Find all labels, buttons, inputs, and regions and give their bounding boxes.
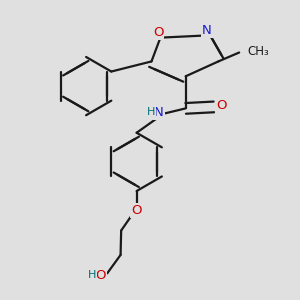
Text: H: H	[88, 270, 96, 280]
Text: N: N	[202, 24, 212, 37]
Text: H: H	[147, 107, 155, 117]
Text: O: O	[153, 26, 163, 39]
Text: O: O	[95, 268, 106, 282]
Text: O: O	[131, 204, 142, 217]
Text: CH₃: CH₃	[248, 44, 269, 58]
Text: N: N	[154, 106, 164, 119]
Text: O: O	[216, 99, 226, 112]
